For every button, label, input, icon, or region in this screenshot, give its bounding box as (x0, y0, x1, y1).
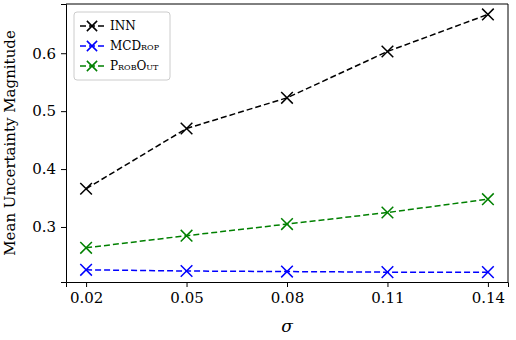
x-axis: 0.02 0.05 0.08 0.11 0.14 (67, 282, 509, 307)
series-marker (181, 265, 193, 277)
series-line (86, 199, 488, 248)
y-tick: 0.5 (32, 102, 66, 120)
series-line (86, 14, 488, 188)
y-tick-mark (61, 169, 66, 170)
legend-box (74, 12, 170, 80)
x-tick: 0.14 (472, 282, 505, 307)
x-tick-label: 0.11 (371, 289, 404, 307)
y-tick: 0.3 (32, 218, 66, 236)
series-marker (281, 218, 293, 230)
legend-label: ProbOut (110, 59, 159, 73)
legend-marker (87, 21, 97, 31)
series-group (80, 9, 493, 278)
chart: 0.02 0.05 0.08 0.11 0.14 0.3 0.4 0.5 0.6 INN MCDro… (0, 0, 516, 340)
legend: INN MCDrop ProbOut (74, 12, 170, 80)
x-tick: 0.11 (371, 282, 404, 307)
y-tick-mark (61, 53, 66, 54)
series-marker (281, 92, 293, 104)
x-tick: 0.08 (271, 282, 304, 307)
series-marker (382, 207, 394, 219)
y-tick: 0.6 (32, 45, 66, 63)
series-marker (281, 266, 293, 278)
legend-marker (87, 61, 97, 71)
y-tick-mark (61, 227, 66, 228)
series-marker (482, 266, 494, 278)
x-tick: 0.05 (170, 282, 203, 307)
x-tick-mark (86, 282, 87, 287)
frame (66, 4, 508, 5)
y-axis-title: Mean Uncertainty Magnitude (1, 30, 19, 256)
y-tick: 0.4 (32, 160, 66, 178)
x-tick-label: 0.08 (271, 289, 304, 307)
series-marker (482, 9, 494, 21)
series-marker (80, 183, 92, 195)
y-tick-label: 0.6 (32, 45, 56, 63)
x-axis-line (67, 283, 509, 288)
legend-label: INN (110, 19, 136, 33)
series-marker (382, 266, 394, 278)
y-axis: 0.3 0.4 0.5 0.6 (32, 5, 66, 283)
plot-area: 0.02 0.05 0.08 0.11 0.14 0.3 0.4 0.5 0.6 INN MCDro… (32, 4, 508, 307)
y-tick-label: 0.4 (32, 160, 56, 178)
x-tick-mark (488, 282, 489, 287)
series-marker (482, 193, 494, 205)
series-marker (181, 230, 193, 242)
x-tick: 0.02 (70, 282, 103, 307)
x-tick-mark (287, 282, 288, 287)
x-tick-label: 0.05 (170, 289, 203, 307)
x-axis-title: σ (281, 316, 293, 336)
y-axis-line (61, 5, 67, 283)
series-marker (181, 123, 193, 135)
x-tick-label: 0.14 (472, 289, 505, 307)
series-marker (80, 264, 92, 276)
legend-marker (87, 41, 97, 51)
legend-label: MCDrop (110, 39, 160, 53)
frame (508, 4, 509, 282)
x-tick-mark (387, 282, 388, 287)
series-marker (382, 46, 394, 58)
series-marker (80, 242, 92, 254)
x-tick-mark (187, 282, 188, 287)
y-tick-label: 0.3 (32, 218, 56, 236)
y-tick-mark (61, 111, 66, 112)
x-tick-label: 0.02 (70, 289, 103, 307)
y-tick-label: 0.5 (32, 102, 56, 120)
